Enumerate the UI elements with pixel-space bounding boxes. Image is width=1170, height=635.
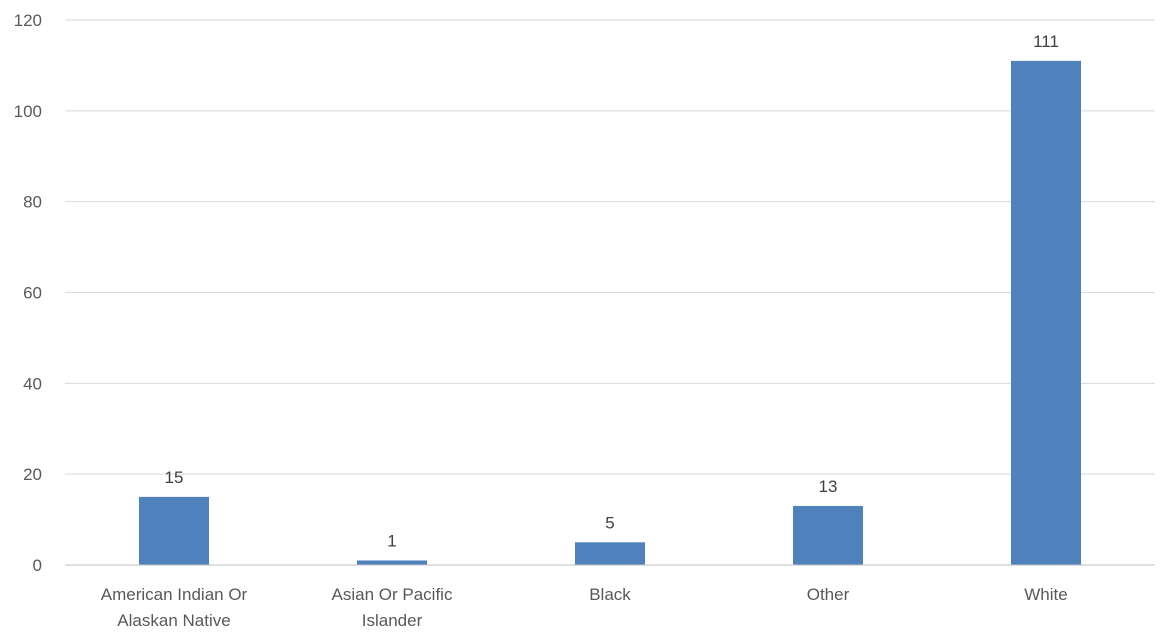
gridlines <box>65 19 1155 475</box>
y-tick-label-120: 120 <box>14 11 42 30</box>
bar-3 <box>793 505 863 565</box>
bars <box>139 60 1081 565</box>
data-label-2: 5 <box>605 513 614 532</box>
bar-0 <box>139 496 209 565</box>
data-label-4: 111 <box>1033 32 1059 51</box>
y-tick-label-40: 40 <box>23 374 42 393</box>
bar-4 <box>1011 60 1081 565</box>
y-tick-label-80: 80 <box>23 193 42 212</box>
y-axis-tick-labels: 0 20 40 60 80 100 120 <box>14 11 42 575</box>
x-axis-category-labels: American Indian Or Alaskan Native Asian Or… <box>101 585 1068 630</box>
data-label-1: 1 <box>387 531 396 550</box>
category-label-3: Other <box>807 585 850 604</box>
category-label-0: American Indian Or Alaskan Native <box>101 585 248 630</box>
y-tick-label-0: 0 <box>33 556 42 575</box>
category-label-1: Asian Or Pacific Islander <box>332 585 453 630</box>
data-label-3: 13 <box>819 477 838 496</box>
bar-1 <box>357 560 427 565</box>
category-label-2: Black <box>589 585 631 604</box>
y-tick-label-60: 60 <box>23 284 42 303</box>
category-label-4: White <box>1024 585 1067 604</box>
bar-2 <box>575 542 645 565</box>
data-label-0: 15 <box>165 468 184 487</box>
y-tick-label-20: 20 <box>23 465 42 484</box>
y-tick-label-100: 100 <box>14 102 42 121</box>
